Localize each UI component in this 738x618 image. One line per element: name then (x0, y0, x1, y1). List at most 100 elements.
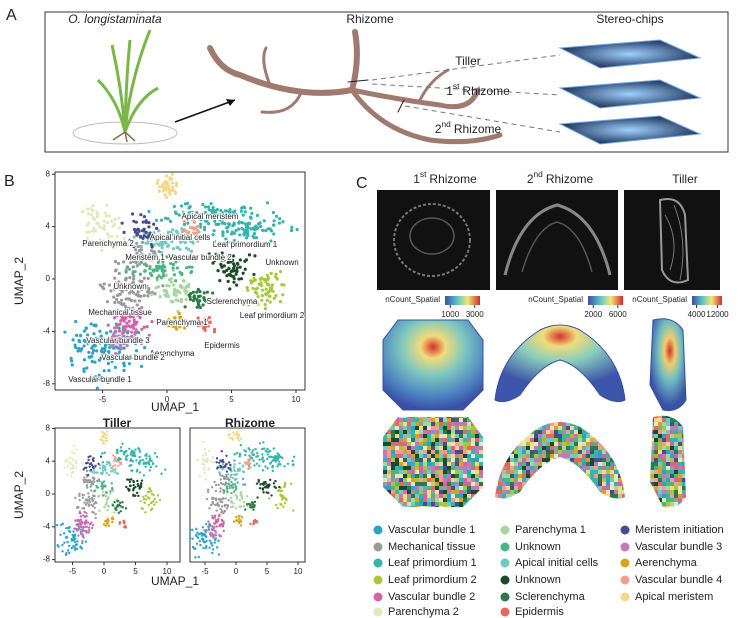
spot (602, 454, 606, 458)
cell-dot (151, 507, 154, 511)
cell-dot (204, 452, 207, 455)
spot (443, 458, 447, 462)
spot (682, 466, 686, 470)
spot (502, 430, 506, 434)
spot (554, 498, 558, 499)
cell-dot (132, 277, 136, 281)
spot (510, 506, 514, 510)
colorbar (445, 296, 480, 305)
cell-dot (113, 456, 117, 459)
cell-dot (139, 364, 144, 368)
spot (634, 446, 638, 450)
cell-dot (256, 295, 260, 299)
spot (630, 458, 634, 462)
spot (570, 462, 574, 466)
cell-dot (122, 236, 126, 241)
spot (718, 434, 722, 438)
spot (415, 490, 419, 494)
cell-dot (262, 460, 265, 463)
cell-dot (108, 339, 112, 344)
cell-dot (232, 502, 235, 505)
spot (459, 458, 463, 462)
spot (391, 434, 395, 438)
spot (407, 486, 411, 490)
spot (606, 450, 610, 454)
cell-dot (211, 516, 215, 520)
cell-dot (97, 462, 100, 466)
spot (415, 454, 419, 458)
spot (602, 462, 606, 466)
spot (514, 450, 518, 454)
x-tick-label: -5 (201, 567, 209, 576)
cell-dot (258, 486, 262, 490)
cell-dot (105, 500, 108, 504)
cell-dot (225, 268, 229, 272)
spot (407, 438, 411, 442)
spot (483, 446, 487, 450)
spot (590, 454, 594, 458)
cell-dot (217, 553, 221, 556)
cell-dot (119, 462, 123, 466)
cell-points (63, 172, 299, 390)
spot (622, 418, 626, 422)
cell-dot (85, 479, 88, 482)
spot (471, 470, 475, 474)
cell-dot (249, 206, 253, 210)
spot (435, 482, 439, 486)
cell-dot (101, 439, 105, 443)
spot (451, 474, 455, 478)
spot (403, 438, 407, 442)
cell-dot (150, 292, 154, 297)
spot (514, 486, 518, 490)
spot (586, 438, 590, 442)
cell-dot (104, 484, 107, 487)
spot (411, 482, 415, 486)
spot (658, 462, 662, 466)
spot (702, 450, 706, 454)
spot (395, 434, 399, 438)
cell-dot (82, 358, 87, 362)
spot (646, 470, 650, 474)
spot (371, 434, 375, 438)
spot (714, 450, 718, 454)
spot (638, 418, 642, 422)
spot (471, 434, 475, 438)
cell-dot (87, 455, 90, 459)
spot (558, 454, 562, 458)
spot (423, 474, 427, 478)
cell-dot (88, 528, 91, 532)
spot (371, 438, 375, 442)
spot (443, 490, 447, 494)
cell-dot (106, 323, 110, 327)
spot (606, 458, 610, 462)
spot (666, 415, 670, 418)
cell-dot (178, 325, 182, 329)
spot (686, 450, 690, 454)
cell-dot (260, 298, 264, 302)
spot (518, 478, 522, 482)
spot (451, 417, 455, 418)
spot (654, 506, 658, 508)
spot (582, 466, 586, 470)
cell-dot (109, 492, 112, 495)
cell-dot (236, 227, 241, 231)
cell-dot (137, 307, 141, 311)
cell-dot (157, 249, 161, 254)
spot (538, 458, 542, 462)
legend-swatch (620, 575, 630, 585)
spot (594, 422, 598, 426)
spot (642, 502, 646, 506)
cell-dot (187, 265, 191, 269)
ordinal-suffix: st (453, 81, 460, 91)
cell-dot (254, 291, 259, 296)
spot (566, 502, 570, 506)
spot (530, 422, 534, 426)
cell-dot (116, 460, 119, 463)
spot (598, 418, 602, 422)
spot (622, 506, 626, 510)
spot (534, 470, 538, 474)
cell-dot (245, 502, 249, 506)
spot (714, 454, 718, 458)
spot (459, 417, 463, 418)
cell-dot (134, 329, 139, 333)
